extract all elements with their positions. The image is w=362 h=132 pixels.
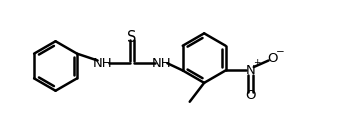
Text: N: N [245,64,255,77]
Text: O: O [268,52,278,65]
Text: S: S [127,30,137,45]
Text: NH: NH [93,57,113,70]
Text: −: − [276,47,285,57]
Text: NH: NH [151,57,171,70]
Text: +: + [253,58,260,67]
Text: O: O [245,89,256,102]
